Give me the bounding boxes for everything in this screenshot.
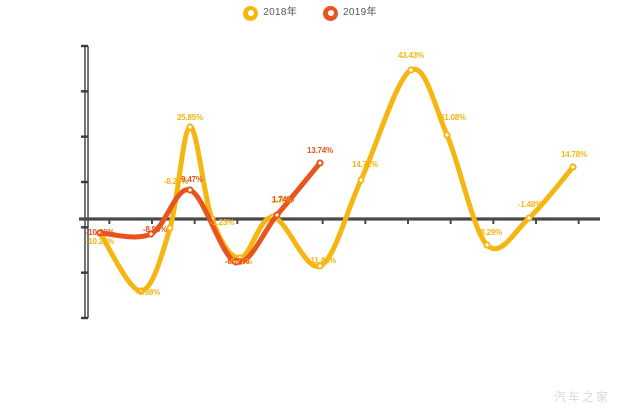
chart-legend: 2018年 2019年 [0, 4, 620, 22]
data-label: 13.74% [307, 146, 333, 155]
watermark: 汽车之家 [553, 390, 610, 404]
data-label: 43.43% [398, 51, 424, 60]
data-label: -8.98% [135, 288, 161, 297]
data-label: 1.74% [272, 195, 294, 204]
circle-marker-icon [323, 5, 338, 21]
data-label: 31.08% [440, 113, 466, 122]
data-label: -1.23% [209, 218, 235, 227]
data-label: 14.71% [352, 160, 378, 169]
legend-label-1: 2019年 [343, 7, 377, 18]
data-label: -1.48% [517, 200, 543, 209]
legend-item-1[interactable]: 2019年 [323, 5, 377, 21]
circle-marker-icon [243, 5, 259, 21]
data-label: -8.29% [477, 228, 503, 237]
data-label: -6.72% [227, 257, 253, 266]
data-label: -10.26% [85, 237, 115, 246]
data-label: 3.76% [271, 196, 293, 205]
data-label: 9.47% [181, 175, 203, 184]
data-label: -8.98% [142, 225, 168, 234]
data-label: -6.72% [224, 257, 250, 266]
data-label: -10.26% [85, 228, 115, 237]
data-label: -11.41% [308, 256, 336, 265]
data-label: 14.78% [561, 150, 587, 159]
data-label: 25.85% [177, 113, 203, 122]
legend-item-0[interactable]: 2018年 [243, 5, 297, 21]
data-label: -8.26% [163, 177, 189, 186]
legend-label-0: 2018年 [263, 7, 297, 18]
